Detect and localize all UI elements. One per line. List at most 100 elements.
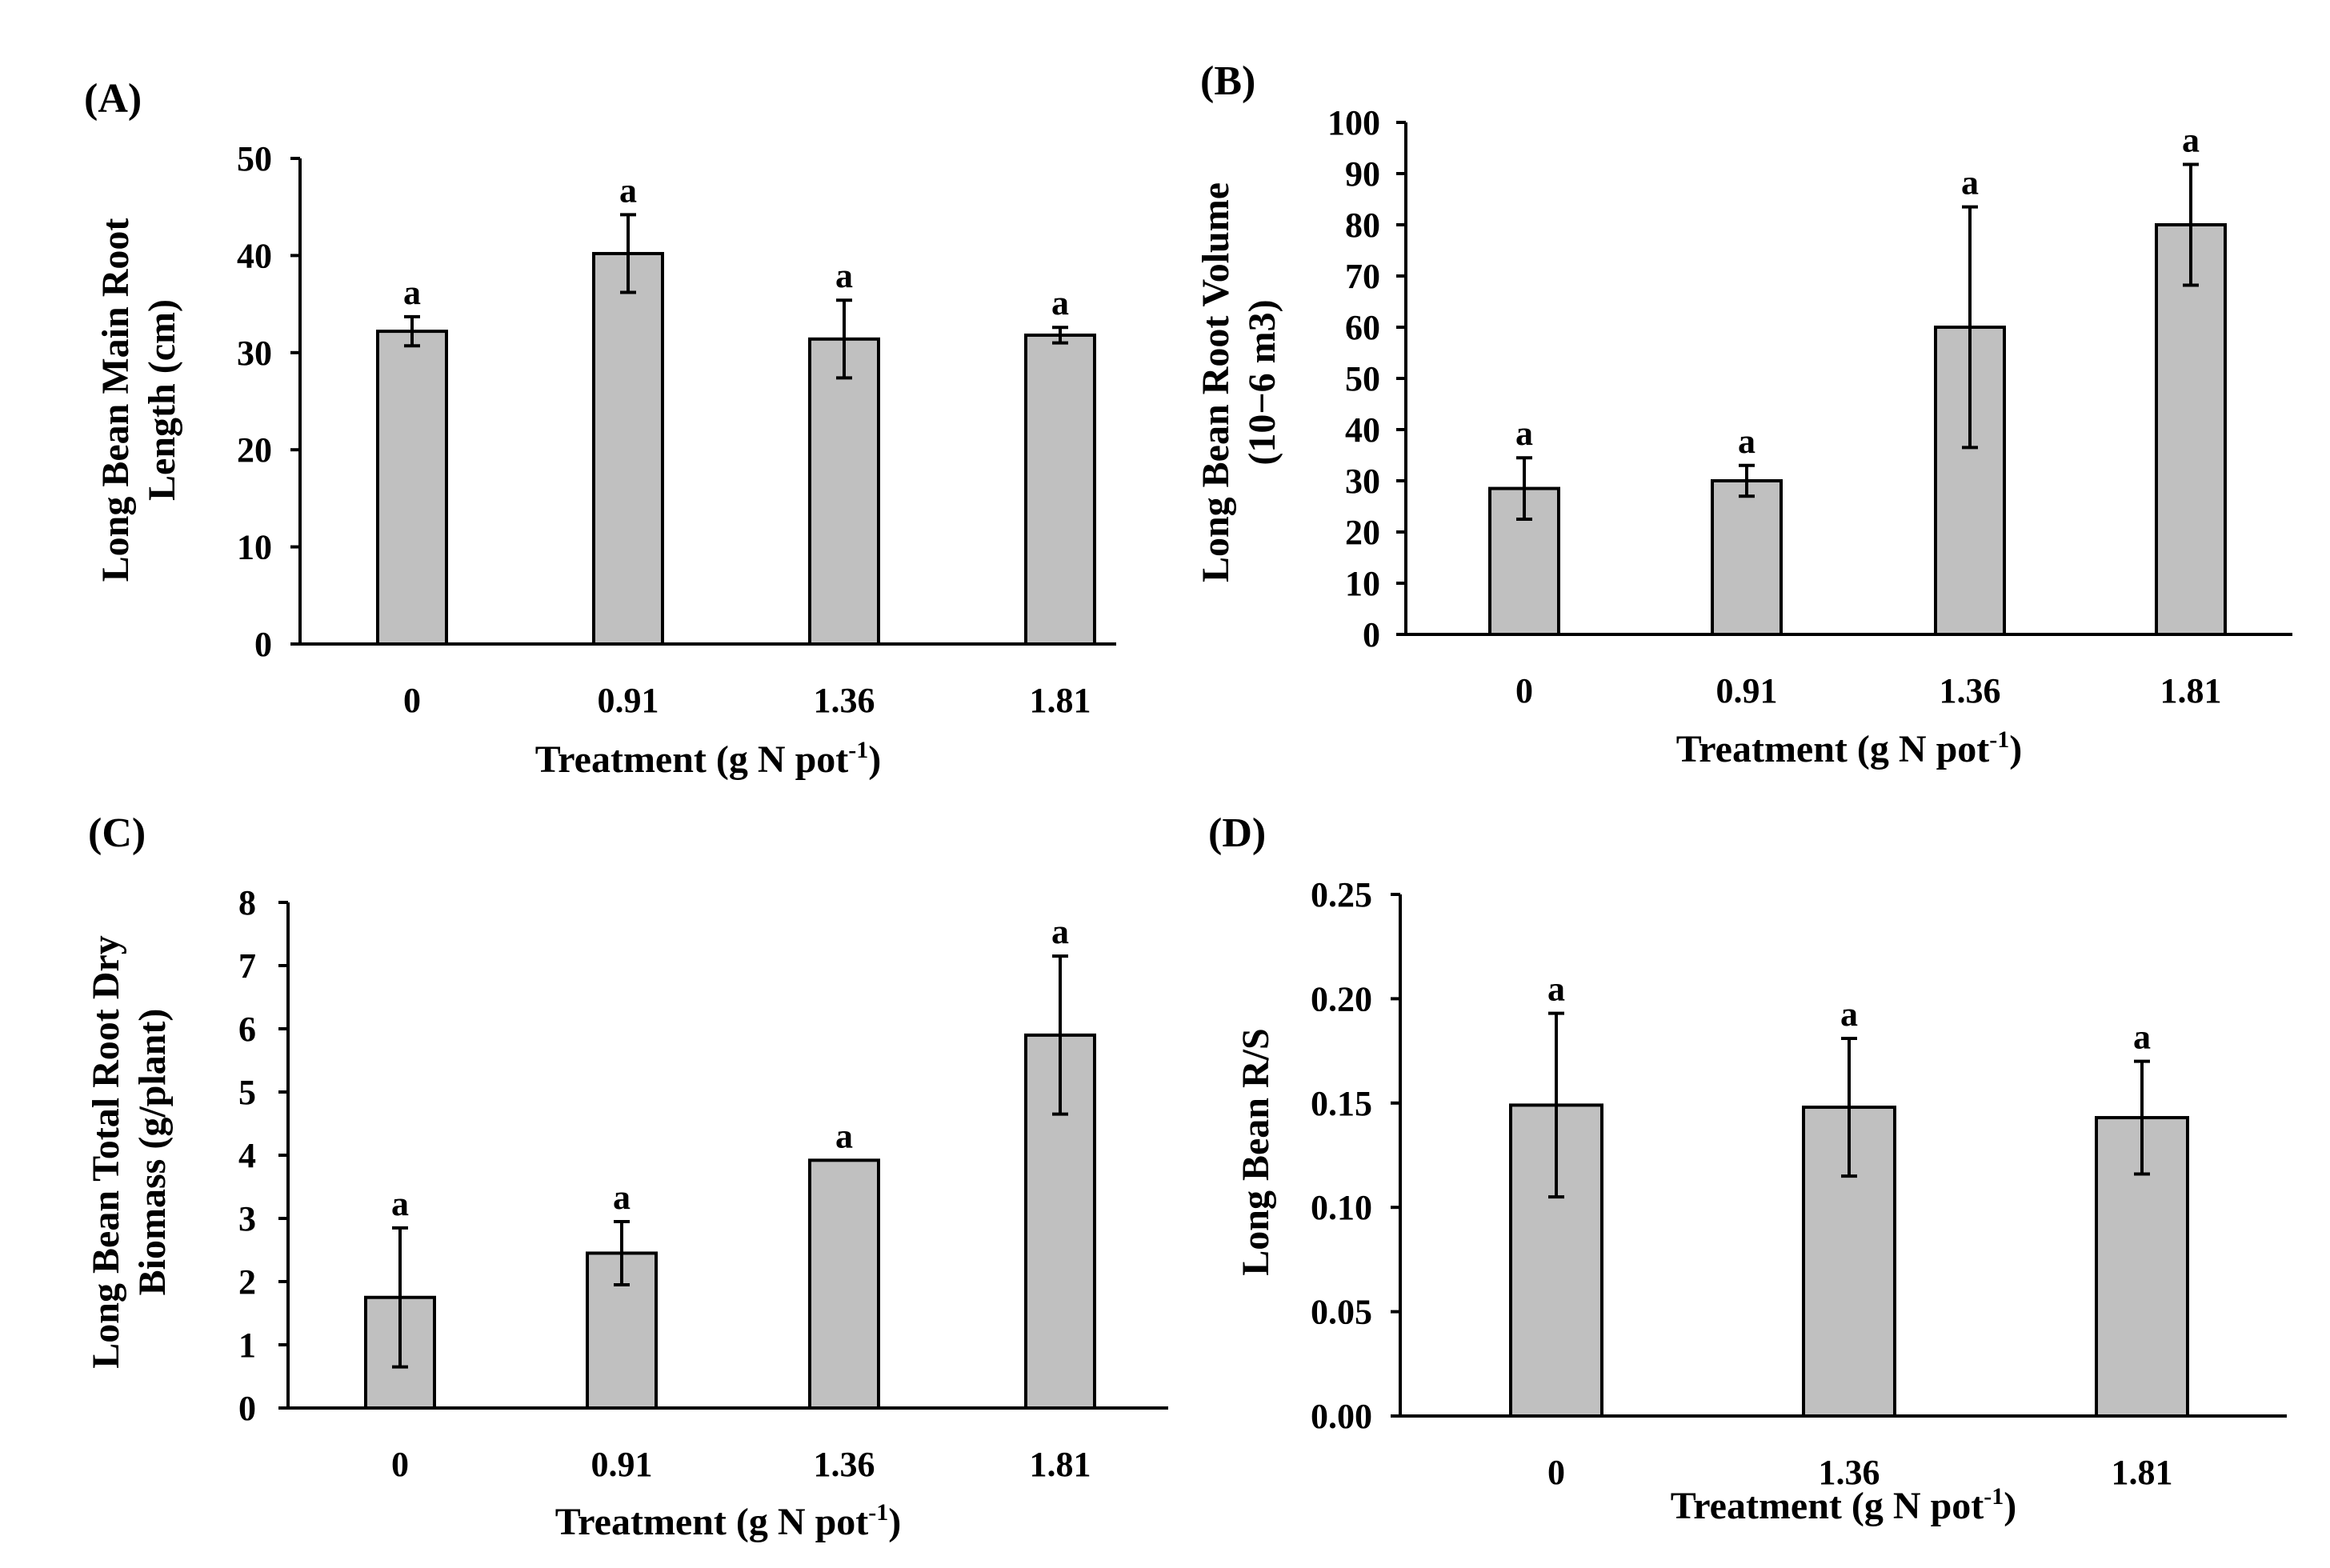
y-tick-label: 50	[237, 139, 272, 178]
x-tick-label: 1.36	[1819, 1453, 1880, 1492]
y-tick-label: 0.05	[1311, 1293, 1372, 1332]
x-axis-title-superscript: -1	[848, 737, 868, 763]
x-tick-label: 1.81	[1030, 1445, 1091, 1484]
x-tick-label: 0.91	[1716, 671, 1778, 710]
significance-letter: a	[1961, 163, 1979, 202]
bar-1.81	[2155, 223, 2227, 636]
x-axis-title-main: Treatment (g N pot	[1676, 728, 1989, 770]
x-tick-label: 0	[403, 681, 421, 720]
x-axis-title: Treatment (g N pot-1)	[1676, 726, 2022, 770]
panel-label: (A)	[84, 76, 142, 122]
panel-b: (B) 0 10 20 30 40 50 60 70 80 90 100 a 0 a 0.91 a 1.36 a 1.…	[1195, 58, 2292, 770]
panel-c: (C) 0 1 2 3 4 5 6 7 8 a 0 a 0.91 a 1.36 a 1.81 Treatment (…	[85, 810, 1168, 1543]
y-tick-label: 0	[238, 1389, 256, 1428]
y-tick-label: 30	[237, 334, 272, 373]
y-tick-label: 60	[1345, 308, 1380, 347]
panel-d: (D) 0.00 0.05 0.10 0.15 0.20 0.25 a 0 a 1.36 a 1.81 T…	[1208, 810, 2287, 1527]
significance-letter: a	[1547, 970, 1565, 1009]
x-axis-title: Treatment (g N pot-1)	[535, 737, 881, 781]
y-tick-label: 30	[1345, 462, 1380, 501]
x-axis-title-superscript: -1	[1989, 726, 2009, 753]
x-tick-label: 0.91	[591, 1445, 653, 1484]
x-tick-label: 0	[1515, 671, 1533, 710]
significance-letter: a	[613, 1178, 631, 1217]
y-tick-label: 70	[1345, 257, 1380, 296]
y-axis-title: Biomass (g/plant)	[131, 1009, 174, 1296]
x-tick-label: 1.36	[1940, 671, 2001, 710]
y-tick-label: 0.00	[1311, 1397, 1372, 1436]
significance-letter: a	[835, 1116, 853, 1155]
significance-letter: a	[391, 1184, 409, 1223]
y-tick-label: 5	[238, 1073, 256, 1112]
significance-letter: a	[1840, 994, 1858, 1034]
x-axis-title-close: )	[868, 738, 881, 781]
y-tick-label: 20	[237, 430, 272, 470]
x-axis-title-main: Treatment (g N pot	[1671, 1485, 1984, 1527]
bar-0.91	[592, 251, 664, 646]
y-tick-label: 4	[238, 1136, 256, 1175]
y-tick-label: 80	[1345, 206, 1380, 245]
y-tick-label: 3	[238, 1199, 256, 1238]
x-tick-label: 1.81	[2112, 1453, 2173, 1492]
y-tick-label: 0.20	[1311, 979, 1372, 1018]
bar-1.81	[1024, 333, 1096, 646]
x-axis-title-close: )	[2009, 728, 2022, 770]
significance-letter: a	[835, 256, 853, 295]
y-tick-label: 0	[254, 625, 272, 664]
panel-label: (B)	[1200, 58, 1255, 104]
panel-label: (D)	[1208, 810, 1266, 856]
x-tick-label: 0	[1547, 1453, 1565, 1492]
x-tick-label: 0	[391, 1445, 409, 1484]
y-tick-label: 90	[1345, 154, 1380, 194]
y-tick-label: 40	[1345, 410, 1380, 450]
x-axis-title-main: Treatment (g N pot	[555, 1501, 868, 1543]
x-tick-label: 1.36	[814, 681, 875, 720]
x-tick-label: 1.81	[2160, 671, 2222, 710]
significance-letter: a	[1738, 422, 1756, 461]
x-axis-title-main: Treatment (g N pot	[535, 738, 848, 781]
y-axis-title: Long Bean Root Volume	[1195, 182, 1237, 582]
y-tick-label: 0.15	[1311, 1084, 1372, 1123]
y-tick-label: 2	[238, 1262, 256, 1302]
y-tick-label: 7	[238, 946, 256, 986]
x-tick-label: 1.81	[1030, 681, 1091, 720]
y-tick-label: 50	[1345, 359, 1380, 398]
bar-0	[1488, 486, 1560, 636]
y-tick-label: 0	[1363, 615, 1380, 654]
bar-0	[376, 330, 448, 646]
x-axis-title: Treatment (g N pot-1)	[555, 1499, 901, 1543]
y-tick-label: 0.25	[1311, 875, 1372, 914]
x-axis-title-close: )	[888, 1501, 901, 1543]
bar-1.36	[808, 337, 880, 646]
significance-letter: a	[2133, 1018, 2151, 1057]
significance-letter: a	[1515, 414, 1533, 453]
significance-letter: a	[619, 170, 637, 210]
y-axis-title: Long Bean Main Root	[94, 218, 137, 582]
x-axis-title-close: )	[2004, 1485, 2016, 1527]
y-axis-title: Long Bean R/S	[1235, 1028, 1277, 1275]
significance-letter: a	[403, 273, 421, 312]
significance-letter: a	[2182, 120, 2200, 159]
y-axis-title: (10−6 m3)	[1241, 299, 1283, 465]
x-axis-title: Treatment (g N pot-1)	[1671, 1483, 2016, 1527]
x-tick-label: 1.36	[814, 1445, 875, 1484]
y-tick-label: 1	[238, 1326, 256, 1365]
panel-a: (A) 0 10 20 30 40 50 a 0 a 0.91 a 1.36 a 1.81 Treatment…	[84, 76, 1116, 781]
y-axis-title: Long Bean Total Root Dry	[85, 935, 127, 1368]
y-tick-label: 0.10	[1311, 1188, 1372, 1227]
x-tick-label: 0.91	[598, 681, 659, 720]
y-tick-label: 20	[1345, 513, 1380, 552]
bar-0.91	[1711, 479, 1783, 636]
y-axis-title: Length (cm)	[141, 299, 183, 501]
y-tick-label: 6	[238, 1010, 256, 1049]
significance-letter: a	[1051, 283, 1069, 322]
significance-letter: a	[1051, 912, 1069, 951]
x-axis-title-superscript: -1	[868, 1499, 888, 1526]
y-tick-label: 40	[237, 236, 272, 275]
y-tick-label: 10	[237, 528, 272, 567]
y-tick-label: 100	[1327, 103, 1380, 142]
panel-label: (C)	[88, 810, 146, 856]
bar-1.36	[808, 1158, 880, 1410]
y-tick-label: 8	[238, 883, 256, 922]
